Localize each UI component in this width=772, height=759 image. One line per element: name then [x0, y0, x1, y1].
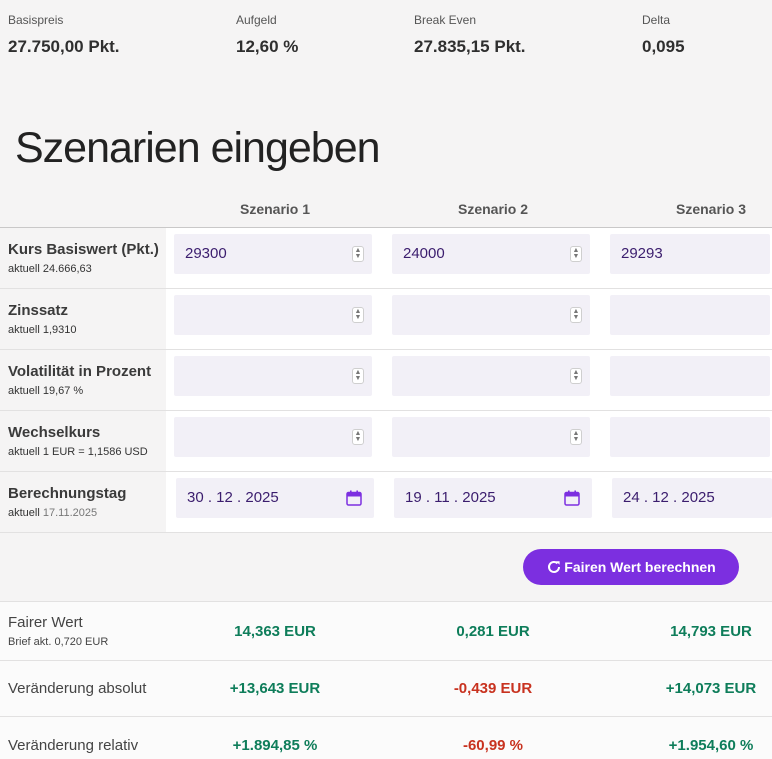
stepper-icon[interactable]: ▲ ▼ — [352, 368, 364, 384]
stepper-icon[interactable]: ▲ ▼ — [352, 429, 364, 445]
wechselkurs-input-scenario-1[interactable]: ▲ ▼ — [174, 417, 372, 457]
result-value-scenario-1: +13,643 EUR — [229, 680, 321, 697]
date-input-scenario-3[interactable]: 24 . 12 . 2025 — [612, 478, 772, 518]
wechselkurs-input-scenario-2[interactable]: ▲ ▼ — [392, 417, 590, 457]
result-value-scenario-3: +14,073 EUR — [665, 680, 757, 697]
field-value: 29300 — [185, 245, 227, 262]
row-label-kurs: Kurs Basiswert (Pkt.) aktuell 24.666,63 — [8, 241, 159, 276]
stat-label: Aufgeld — [236, 13, 277, 27]
result-row-veraenderung-absolut: Veränderung absolut +13,643 EUR -0,439 E… — [0, 661, 772, 716]
zinssatz-input-scenario-2[interactable]: ▲ ▼ — [392, 295, 590, 335]
stat-break-even: Break Even 27.835,15 Pkt. — [414, 13, 526, 57]
row-sub: aktuell 1 EUR = 1,1586 USD — [8, 446, 148, 458]
field-value: 29293 — [621, 245, 663, 262]
divider — [0, 349, 772, 350]
stat-value: 12,60 % — [236, 37, 299, 56]
stepper-icon[interactable]: ▲ ▼ — [352, 246, 364, 262]
date-input-scenario-2[interactable]: 19 . 11 . 2025 — [394, 478, 592, 518]
result-value-scenario-3: 14,793 EUR — [670, 623, 752, 640]
page-title: Szenarien eingeben — [15, 124, 381, 172]
scenario-1-header: Szenario 1 — [239, 201, 311, 217]
result-value-scenario-1: +1.894,85 % — [232, 737, 318, 754]
result-label: Fairer Wert — [8, 614, 83, 631]
result-value-scenario-3: +1.954,60 % — [668, 737, 754, 754]
scenario-3-header: Szenario 3 — [675, 201, 747, 217]
result-value-scenario-1: 14,363 EUR — [234, 623, 316, 640]
result-value-scenario-2: -60,99 % — [462, 737, 524, 754]
divider — [0, 601, 772, 602]
stepper-icon[interactable]: ▲ ▼ — [570, 368, 582, 384]
field-value: 24 . 12 . 2025 — [623, 489, 715, 506]
row-label-wechselkurs: Wechselkurs aktuell 1 EUR = 1,1586 USD — [8, 424, 148, 459]
kurs-input-scenario-2[interactable]: 24000 ▲ ▼ — [392, 234, 590, 274]
row-sub: aktuell 17.11.2025 — [8, 506, 126, 520]
divider — [0, 410, 772, 411]
stat-aufgeld: Aufgeld 12,60 % — [236, 13, 298, 57]
kurs-input-scenario-3[interactable]: 29293 — [610, 234, 770, 274]
row-title: Zinssatz — [8, 302, 69, 319]
row-sub: aktuell 24.666,63 — [8, 263, 92, 275]
stat-value: 27.835,15 Pkt. — [414, 37, 526, 56]
kurs-input-scenario-1[interactable]: 29300 ▲ ▼ — [174, 234, 372, 274]
stepper-icon[interactable]: ▲ ▼ — [570, 429, 582, 445]
result-value-scenario-2: -0,439 EUR — [453, 680, 533, 697]
row-title: Wechselkurs — [8, 424, 101, 441]
row-label-volatilitaet: Volatilität in Prozent aktuell 19,67 % — [8, 363, 151, 398]
scenario-2-header: Szenario 2 — [457, 201, 529, 217]
result-label: Veränderung absolut — [8, 680, 147, 697]
calendar-icon[interactable] — [346, 490, 362, 506]
stat-label: Break Even — [414, 13, 477, 27]
divider — [0, 532, 772, 533]
field-value: 19 . 11 . 2025 — [405, 489, 496, 506]
wechselkurs-input-scenario-3[interactable] — [610, 417, 770, 457]
refresh-icon — [548, 560, 561, 573]
stat-delta: Delta 0,095 — [642, 13, 685, 57]
field-value: 30 . 12 . 2025 — [187, 489, 279, 506]
volatilitaet-input-scenario-2[interactable]: ▲ ▼ — [392, 356, 590, 396]
row-title: Kurs Basiswert (Pkt.) — [8, 241, 159, 258]
divider — [0, 227, 772, 228]
row-label-berechnungstag: Berechnungstag aktuell 17.11.2025 — [8, 485, 126, 520]
stat-basispreis: Basispreis 27.750,00 Pkt. — [8, 13, 120, 57]
row-title: Volatilität in Prozent — [8, 363, 152, 380]
divider — [0, 716, 772, 717]
stat-value: 0,095 — [642, 37, 685, 56]
calculate-fair-value-button[interactable]: Fairen Wert berechnen — [523, 549, 739, 585]
divider — [0, 660, 772, 661]
stat-label: Delta — [642, 13, 671, 27]
row-sub: aktuell 1,9310 — [8, 324, 77, 336]
zinssatz-input-scenario-3[interactable] — [610, 295, 770, 335]
divider — [0, 471, 772, 472]
stepper-icon[interactable]: ▲ ▼ — [352, 307, 364, 323]
result-label: Veränderung relativ — [8, 737, 139, 754]
volatilitaet-input-scenario-1[interactable]: ▲ ▼ — [174, 356, 372, 396]
stat-value: 27.750,00 Pkt. — [8, 37, 120, 56]
result-row-veraenderung-relativ: Veränderung relativ +1.894,85 % -60,99 %… — [0, 717, 772, 759]
result-row-fairer-wert: Fairer Wert Brief akt. 0,720 EUR 14,363 … — [0, 602, 772, 660]
stepper-icon[interactable]: ▲ ▼ — [570, 246, 582, 262]
calendar-icon[interactable] — [564, 490, 580, 506]
date-input-scenario-1[interactable]: 30 . 12 . 2025 — [176, 478, 374, 518]
field-value: 24000 — [403, 245, 445, 262]
row-sub: aktuell 19,67 % — [8, 385, 84, 397]
row-sub-date: 17.11.2025 — [42, 507, 98, 519]
stat-label: Basispreis — [8, 13, 64, 27]
row-label-zinssatz: Zinssatz aktuell 1,9310 — [8, 302, 77, 337]
result-value-scenario-2: 0,281 EUR — [456, 623, 530, 640]
zinssatz-input-scenario-1[interactable]: ▲ ▼ — [174, 295, 372, 335]
calculate-button-label: Fairen Wert berechnen — [564, 559, 716, 575]
divider — [0, 288, 772, 289]
row-title: Berechnungstag — [8, 485, 127, 502]
result-sub: Brief akt. 0,720 EUR — [8, 636, 109, 648]
row-sub-prefix: aktuell — [8, 507, 40, 519]
volatilitaet-input-scenario-3[interactable] — [610, 356, 770, 396]
stepper-icon[interactable]: ▲ ▼ — [570, 307, 582, 323]
